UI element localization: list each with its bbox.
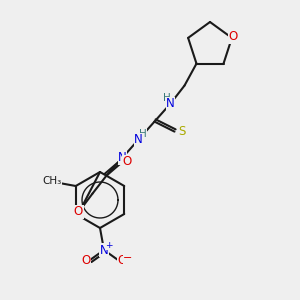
Text: S: S [178,125,185,138]
Text: N: N [166,97,175,110]
Text: O: O [228,30,238,44]
Text: N: N [100,244,108,256]
Text: CH₃: CH₃ [42,176,62,186]
Text: O: O [123,155,132,168]
Text: N: N [118,151,127,164]
Text: H: H [163,93,170,103]
Text: O: O [117,254,127,268]
Text: +: + [105,241,113,250]
Text: O: O [81,254,91,268]
Text: O: O [74,205,83,218]
Text: N: N [134,133,143,146]
Text: −: − [123,253,133,263]
Text: H: H [139,129,146,139]
Text: H: H [126,158,134,168]
